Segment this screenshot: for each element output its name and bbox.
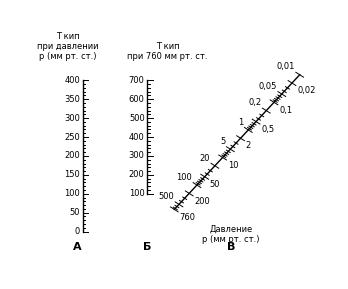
Text: 300: 300	[64, 114, 80, 123]
Text: 0,02: 0,02	[297, 86, 316, 95]
Text: 700: 700	[129, 76, 145, 85]
Text: 100: 100	[64, 189, 80, 198]
Text: 400: 400	[129, 133, 145, 142]
Text: 150: 150	[64, 171, 80, 179]
Text: 20: 20	[199, 153, 210, 162]
Text: Б: Б	[143, 242, 151, 252]
Text: 2: 2	[246, 141, 251, 151]
Text: T кип
при 760 мм рт. ст.: T кип при 760 мм рт. ст.	[127, 42, 208, 61]
Text: 100: 100	[176, 173, 192, 182]
Text: 1: 1	[238, 118, 243, 127]
Text: 0: 0	[75, 227, 80, 236]
Text: Давление
р (мм рт. ст.): Давление р (мм рт. ст.)	[202, 225, 260, 244]
Text: 50: 50	[69, 208, 80, 217]
Text: 400: 400	[64, 76, 80, 85]
Text: 0,01: 0,01	[276, 62, 295, 71]
Text: 250: 250	[64, 133, 80, 142]
Text: T кип
при давлении
р (мм рт. ст.): T кип при давлении р (мм рт. ст.)	[37, 32, 98, 61]
Text: В: В	[227, 242, 235, 252]
Text: 200: 200	[64, 151, 80, 160]
Text: 100: 100	[129, 189, 145, 198]
Text: 300: 300	[129, 151, 145, 160]
Text: 500: 500	[158, 192, 174, 201]
Text: А: А	[73, 242, 81, 252]
Text: 10: 10	[228, 161, 238, 170]
Text: 0,5: 0,5	[261, 125, 274, 134]
Text: 0,2: 0,2	[248, 98, 261, 108]
Text: 600: 600	[129, 95, 145, 104]
Text: 50: 50	[210, 180, 220, 189]
Text: 0,05: 0,05	[258, 82, 277, 91]
Text: 350: 350	[64, 95, 80, 104]
Text: 0,1: 0,1	[279, 105, 292, 114]
Text: 760: 760	[180, 213, 196, 222]
Text: 500: 500	[129, 114, 145, 123]
Text: 200: 200	[129, 171, 145, 179]
Text: 5: 5	[220, 137, 225, 146]
Text: 200: 200	[194, 197, 210, 206]
